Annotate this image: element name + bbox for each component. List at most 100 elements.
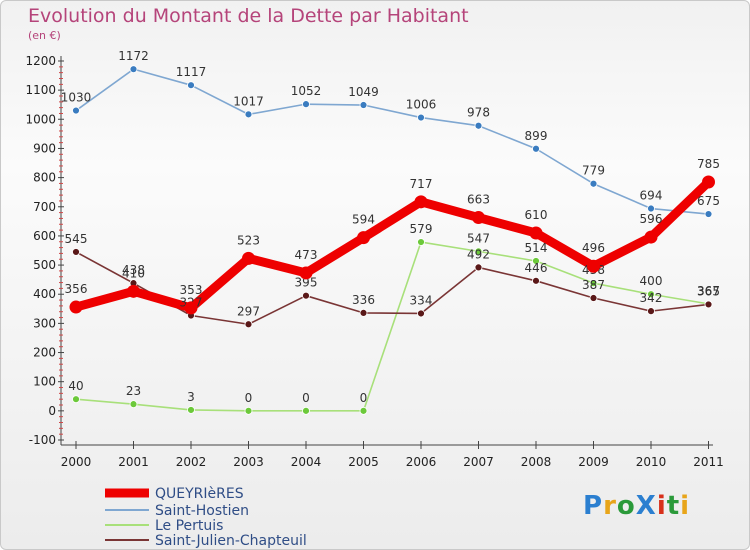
legend-label: Saint-Hostien [155, 503, 249, 519]
data-label: 356 [65, 282, 88, 296]
data-point [129, 400, 138, 409]
proxiti-logo: ProXiti [583, 491, 691, 521]
y-tick-label: 200 [33, 346, 56, 360]
data-label: 438 [122, 263, 145, 277]
y-tick-label: 900 [33, 141, 56, 155]
chart-title: Evolution du Montant de la Dette par Hab… [28, 5, 469, 27]
data-point [532, 276, 540, 285]
data-point [532, 144, 540, 153]
data-label: 367 [697, 284, 720, 298]
data-label: 0 [360, 391, 368, 405]
data-point [417, 238, 425, 246]
x-tick-label: 2001 [118, 455, 149, 469]
data-point [414, 195, 428, 209]
data-label: 334 [410, 293, 433, 307]
data-point [69, 300, 83, 314]
data-point [72, 106, 80, 115]
data-label: 694 [640, 189, 663, 203]
data-point [647, 290, 655, 299]
data-point [244, 320, 253, 329]
data-point [704, 210, 713, 218]
x-tick-label: 2011 [693, 455, 724, 469]
data-point [184, 301, 198, 315]
data-point [244, 406, 253, 415]
data-point [704, 300, 713, 309]
data-point [417, 113, 425, 122]
data-label: 978 [467, 106, 490, 120]
data-point [647, 307, 655, 316]
data-label: 400 [640, 274, 663, 288]
data-label: 492 [467, 247, 490, 261]
x-tick-label: 2007 [463, 455, 494, 469]
data-point [474, 247, 483, 256]
x-tick-label: 2000 [61, 455, 92, 469]
x-tick-label: 2008 [521, 455, 552, 469]
y-tick-label: 1200 [25, 54, 56, 68]
x-tick-label: 2003 [233, 455, 264, 469]
data-label: 596 [640, 212, 663, 226]
data-label: 1006 [406, 98, 437, 112]
y-tick-label: 300 [33, 316, 56, 330]
data-point [302, 406, 310, 415]
series-line-QUEYRIèRES [71, 177, 713, 313]
x-tick-label: 2009 [578, 455, 609, 469]
data-label: 899 [525, 129, 548, 143]
data-point [359, 406, 368, 415]
data-label: 3 [187, 390, 195, 404]
data-point [589, 294, 598, 302]
y-unit-label: (en €) [28, 29, 61, 42]
y-tick-label: 100 [33, 375, 56, 389]
data-point [589, 279, 598, 288]
data-label: 663 [467, 193, 490, 207]
data-label: 717 [410, 177, 433, 191]
data-label: 1117 [176, 65, 207, 79]
data-point [359, 101, 368, 109]
legend-label: QUEYRIèRES [155, 486, 244, 502]
y-tick-label: 700 [33, 200, 56, 214]
data-point [474, 121, 483, 130]
data-point [417, 309, 425, 318]
y-tick-label: 600 [33, 229, 56, 243]
data-point [129, 65, 138, 74]
data-label: 1017 [233, 94, 264, 108]
data-point [302, 291, 310, 300]
data-point [472, 211, 485, 225]
y-tick-label: 1100 [25, 83, 56, 97]
series-line-Le Pertuis [75, 241, 710, 412]
data-label: 0 [245, 391, 253, 405]
data-label: 353 [180, 283, 203, 297]
data-label: 545 [65, 232, 88, 246]
data-label: 365 [697, 284, 720, 298]
x-tick-label: 2006 [406, 455, 437, 469]
data-label: 1172 [118, 49, 149, 63]
data-label: 675 [697, 194, 720, 208]
data-label: 395 [295, 276, 318, 290]
data-label: 336 [352, 293, 375, 307]
data-label: 1030 [61, 91, 92, 105]
series-line-Saint-Hostien [75, 68, 710, 215]
data-label: 547 [467, 231, 490, 245]
y-tick-label: 0 [48, 404, 56, 418]
data-point [474, 263, 483, 272]
legend-label: Saint-Julien-Chapteuil [155, 533, 307, 549]
data-point [359, 308, 368, 317]
y-tick-label: 400 [33, 287, 56, 301]
data-point [72, 395, 80, 404]
data-label: 1049 [348, 85, 379, 99]
data-point [532, 257, 540, 265]
data-label: 342 [640, 291, 663, 305]
data-label: 297 [237, 304, 260, 318]
data-label: 410 [122, 266, 145, 280]
data-label: 785 [697, 157, 720, 171]
data-point [587, 259, 600, 273]
data-point [299, 266, 313, 280]
data-point [127, 284, 140, 298]
y-tick-label: 800 [33, 171, 56, 185]
data-label: 23 [126, 384, 141, 398]
data-label: 579 [410, 222, 433, 236]
data-point [647, 204, 655, 213]
data-label: 446 [525, 261, 548, 275]
data-label: 473 [295, 248, 318, 262]
